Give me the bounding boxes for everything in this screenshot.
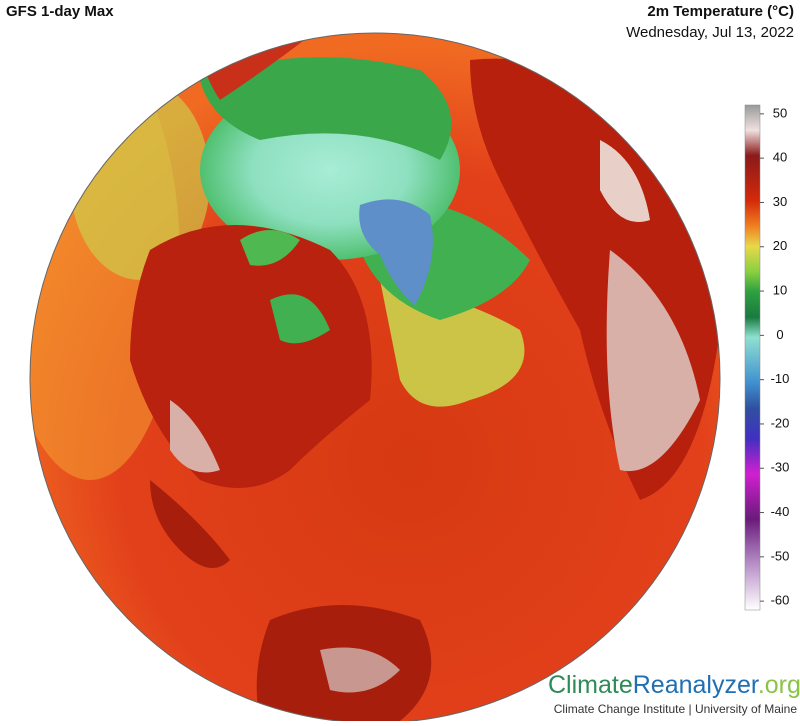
colorbar-ticks: 50 40 30 20 10 0 -10 -20 -30 -40 -50 -60	[760, 105, 790, 608]
colorbar-tick-label: 10	[773, 282, 787, 297]
variable: 2m Temperature (°C)	[647, 3, 794, 20]
colorbar-tick-label: 30	[773, 194, 787, 209]
colorbar	[744, 104, 761, 611]
colorbar-tick-label: -30	[771, 460, 790, 475]
colorbar-tick-label: 0	[776, 327, 783, 342]
brand: ClimateReanalyzer.org	[548, 671, 800, 699]
brand-reanalyzer: Reanalyzer	[633, 671, 759, 699]
brand-climate: Climate	[548, 671, 633, 699]
colorbar-tick-label: 20	[773, 238, 787, 253]
credit: Climate Change Institute | University of…	[554, 702, 798, 716]
title: GFS 1-day Max	[6, 3, 114, 20]
date: Wednesday, Jul 13, 2022	[626, 24, 794, 41]
colorbar-tick-label: 40	[773, 150, 787, 165]
colorbar-tick-label: 50	[773, 105, 787, 120]
colorbar-tick-label: -10	[771, 371, 790, 386]
colorbar-tick-label: -20	[771, 415, 790, 430]
globe	[30, 33, 720, 723]
colorbar-tick-label: -60	[771, 593, 790, 608]
colorbar-tick-label: -50	[771, 548, 790, 563]
colorbar-tick-label: -40	[771, 504, 790, 519]
brand-org: .org	[758, 671, 800, 699]
